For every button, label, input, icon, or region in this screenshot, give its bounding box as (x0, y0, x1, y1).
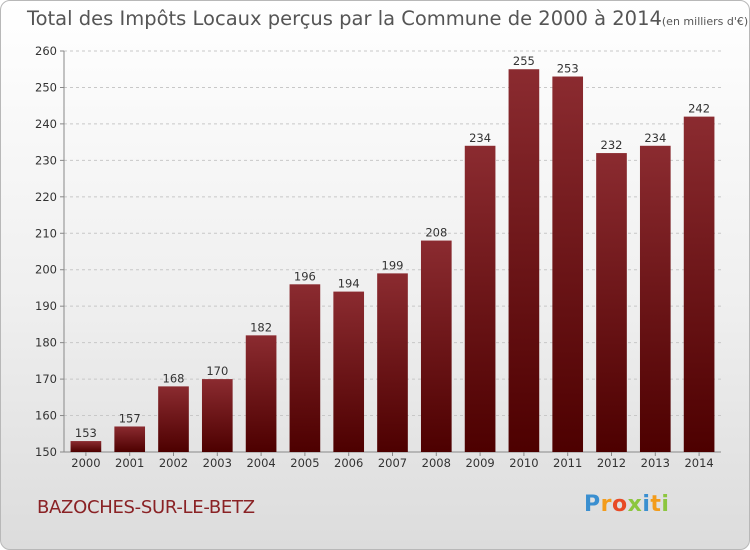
x-tick-label-2014: 2014 (684, 456, 713, 470)
data-label-2011: 253 (557, 62, 579, 76)
chart-title: Total des Impôts Locaux perçus par la Co… (27, 7, 662, 30)
x-tick-label-2007: 2007 (378, 456, 407, 470)
bar-2002 (158, 386, 189, 452)
logo-letter: P (584, 492, 601, 517)
x-tick-label-2002: 2002 (159, 456, 188, 470)
y-tick-label: 200 (35, 263, 57, 277)
y-tick-label: 190 (35, 299, 57, 313)
data-label-2007: 199 (382, 258, 404, 272)
chart-subtitle: (en milliers d'€) (661, 15, 749, 28)
x-tick-label-2010: 2010 (509, 456, 538, 470)
x-tick-label-2001: 2001 (115, 456, 144, 470)
bar-2007 (377, 273, 408, 452)
data-label-2003: 170 (206, 364, 228, 378)
x-tick-label-2000: 2000 (71, 456, 100, 470)
y-tick-label: 220 (35, 190, 57, 204)
bar-2004 (245, 335, 277, 452)
x-tick-label-2012: 2012 (597, 456, 626, 470)
x-tick-label-2006: 2006 (334, 456, 363, 470)
x-tick-label-2013: 2013 (641, 456, 670, 470)
logo-letter: i (661, 492, 670, 517)
y-tick-label: 240 (35, 117, 57, 131)
commune-name: BAZOCHES-SUR-LE-BETZ (37, 497, 255, 518)
y-tick-label: 210 (35, 226, 57, 240)
bar-2001 (114, 426, 146, 452)
x-tick-label-2011: 2011 (553, 456, 582, 470)
data-label-2008: 208 (425, 226, 447, 240)
y-tick-label: 250 (35, 80, 57, 94)
y-tick-label: 170 (35, 372, 57, 386)
data-label-2001: 157 (119, 411, 141, 425)
x-tick-label-2004: 2004 (246, 456, 275, 470)
data-label-2006: 194 (338, 277, 360, 291)
data-label-2000: 153 (75, 426, 97, 440)
x-tick-label-2005: 2005 (290, 456, 319, 470)
x-tick-labels: 2000 2001 2002 2003 2004 2005 2006 2007 2008 2009… (71, 452, 714, 470)
logo-letter: r (600, 492, 612, 517)
y-tick-label: 260 (35, 44, 57, 58)
logo-letter: i (642, 492, 651, 517)
x-tick-label-2009: 2009 (465, 456, 494, 470)
bar-2003 (201, 379, 233, 452)
bars (70, 69, 715, 453)
logo-letter: t (650, 492, 662, 517)
y-tick-label: 230 (35, 153, 57, 167)
data-label-2009: 234 (469, 131, 491, 145)
bar-2013 (639, 145, 671, 453)
data-label-2010: 255 (513, 54, 535, 68)
data-label-2002: 168 (163, 371, 185, 385)
logo-letter: x (627, 492, 643, 517)
data-label-2012: 232 (601, 138, 623, 152)
bar-2000 (70, 441, 102, 452)
proxiti-logo: Proxiti (584, 492, 669, 517)
data-labels: 153 157 168 170 182 196 194 199 208 234 255 253 232 2… (75, 54, 710, 440)
data-label-2013: 234 (644, 131, 666, 145)
bar-2008 (420, 240, 452, 452)
bar-2014 (683, 116, 715, 453)
x-tick-label-2003: 2003 (203, 456, 232, 470)
bar-2010 (508, 69, 540, 453)
data-label-2004: 182 (250, 320, 272, 334)
bar-2006 (333, 291, 365, 452)
bar-2009 (464, 145, 496, 453)
bar-2005 (289, 284, 321, 452)
chart-title-block: Total des Impôts Locaux perçus par la Co… (27, 7, 748, 30)
data-label-2014: 242 (688, 102, 710, 116)
y-tick-labels: 150 160 170 180 190 200 210 220 230 240 250 260 (35, 44, 57, 459)
logo-letter: o (611, 492, 628, 517)
x-tick-label-2008: 2008 (422, 456, 451, 470)
y-tick-label: 180 (35, 336, 57, 350)
bar-2012 (596, 153, 627, 452)
y-tick-label: 160 (35, 409, 57, 423)
y-tick-label: 150 (35, 445, 57, 459)
bar-2011 (552, 76, 584, 452)
data-label-2005: 196 (294, 269, 316, 283)
